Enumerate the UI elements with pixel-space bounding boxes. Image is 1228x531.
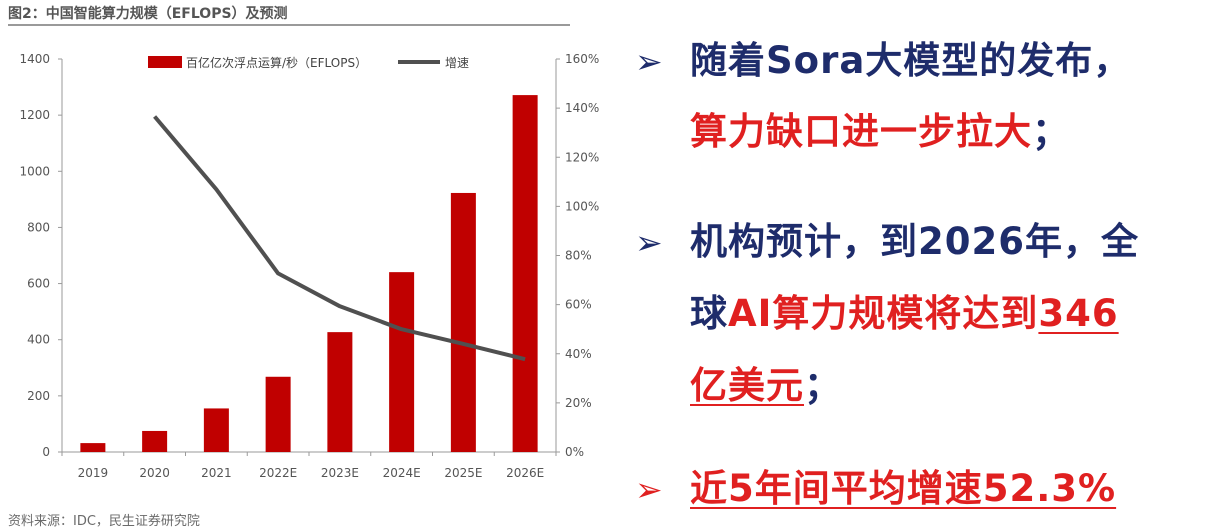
y2-tick-label: 60% — [565, 298, 592, 312]
bullet-2-end: ； — [804, 364, 842, 407]
bullet-3-text: 近5年间平均增速52.3% — [690, 467, 1117, 510]
growth-line — [153, 115, 526, 362]
x-tick-label: 2025E — [444, 466, 482, 480]
bar — [80, 443, 106, 452]
y2-tick-label: 100% — [565, 199, 599, 213]
arrow-icon: ➢ — [635, 470, 664, 509]
bars-layer — [80, 95, 538, 453]
bar — [512, 95, 538, 452]
y-tick-label: 600 — [27, 277, 50, 291]
bullet-2-unit: 亿美元 — [690, 364, 804, 407]
bullet-2-line-2: 球AI算力规模将达到346 — [690, 283, 1119, 337]
bar — [389, 272, 415, 452]
bullet-1-highlight: 算力缺口进一步拉大 — [690, 110, 1032, 153]
legend: 百亿亿次浮点运算/秒（EFLOPS） 增速 — [148, 55, 469, 70]
bar — [142, 430, 168, 452]
legend-line-label: 增速 — [445, 56, 469, 70]
x-tick-label: 2023E — [321, 466, 359, 480]
y-tick-label: 800 — [27, 220, 50, 234]
axes-layer — [58, 58, 560, 456]
x-tick-label: 2020 — [139, 466, 170, 480]
x-tick-label: 2024E — [383, 466, 421, 480]
figure-source: 资料来源：IDC，民生证券研究院 — [8, 514, 200, 529]
bullet-2-line-1: ➢ 机构预计，到2026年，全 — [635, 211, 1139, 265]
arrow-icon: ➢ — [635, 223, 664, 262]
bullet-1-end: ； — [1032, 110, 1070, 153]
y2-tick-label: 160% — [565, 52, 599, 66]
y-tick-label: 1200 — [19, 108, 50, 122]
y2-tick-label: 20% — [565, 396, 592, 410]
bar — [203, 408, 229, 452]
bullet-1-line-1: ➢ 随着Sora大模型的发布， — [635, 30, 1131, 84]
y-tick-label: 200 — [27, 389, 50, 403]
y2-tick-label: 80% — [565, 249, 592, 263]
y2-tick-label: 40% — [565, 347, 592, 361]
bullet-2-line-3: 亿美元； — [690, 355, 842, 409]
bar — [327, 332, 353, 452]
y2-tick-label: 140% — [565, 101, 599, 115]
x-tick-label: 2021 — [201, 466, 232, 480]
title-divider — [8, 24, 570, 26]
x-tick-label: 2022E — [259, 466, 297, 480]
y-tick-label: 1000 — [19, 164, 50, 178]
y-tick-label: 0 — [42, 445, 50, 459]
bullet-2-text-1: 机构预计，到2026年，全 — [690, 220, 1139, 263]
bullet-1-text-1: 随着Sora大模型的发布， — [690, 39, 1132, 82]
bullet-3-line: ➢ 近5年间平均增速52.3% — [635, 458, 1116, 512]
bar — [450, 192, 476, 453]
y-tick-label: 400 — [27, 333, 50, 347]
y-tick-label: 1400 — [19, 52, 50, 66]
y2-tick-label: 0% — [565, 445, 584, 459]
bullet-1-line-2: 算力缺口进一步拉大； — [690, 101, 1070, 155]
labels-layer: 1400 1200 1000 800 600 400 200 0 160% 140% 120% 100… — [19, 52, 599, 480]
bullet-2-amount: 346 — [1038, 292, 1119, 335]
growth-line-layer — [153, 115, 526, 362]
bullet-2-text-2a: 球 — [690, 292, 728, 335]
figure-title: 图2：中国智能算力规模（EFLOPS）及预测 — [8, 6, 288, 22]
bar — [265, 376, 291, 452]
legend-bar-swatch — [148, 56, 182, 68]
y2-tick-label: 120% — [565, 150, 599, 164]
legend-bar-label: 百亿亿次浮点运算/秒（EFLOPS） — [186, 55, 367, 70]
bullet-2-text-2b: AI算力规模将达到 — [728, 292, 1039, 335]
x-tick-label: 2026E — [506, 466, 544, 480]
arrow-icon: ➢ — [635, 42, 664, 81]
compute-scale-chart: 1400 1200 1000 800 600 400 200 0 160% 140% 120% 100… — [19, 52, 599, 480]
x-tick-label: 2019 — [78, 466, 109, 480]
